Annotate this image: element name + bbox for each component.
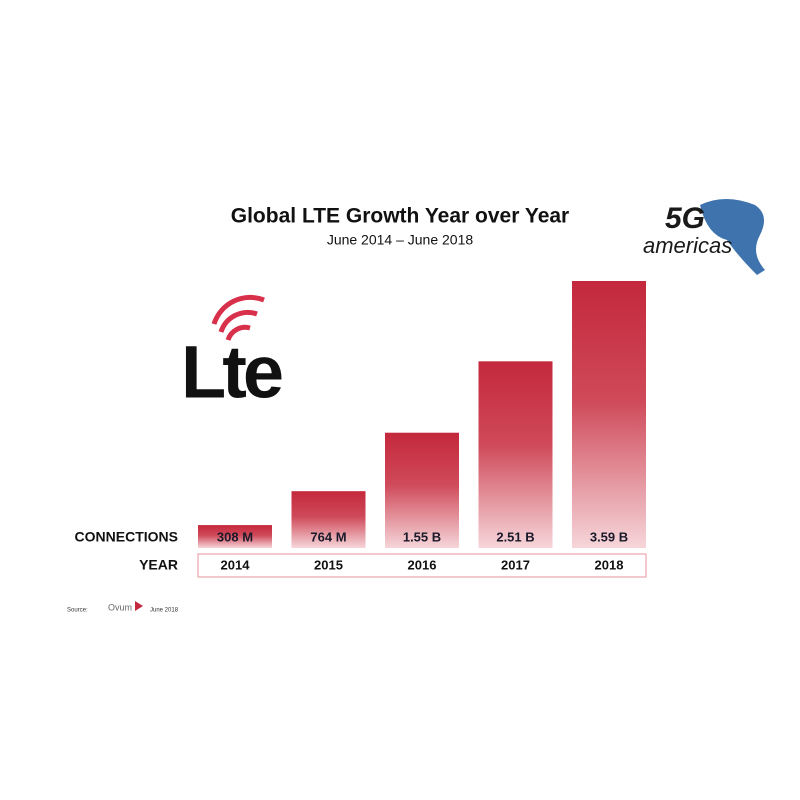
source-label: Source: — [67, 608, 88, 614]
value-label: 764 M — [310, 529, 346, 544]
lte-logo-text: Lte — [181, 331, 282, 414]
x-tick-label: 2017 — [501, 557, 530, 572]
chart-subtitle: June 2014 – June 2018 — [327, 232, 474, 248]
americas-text: americas — [643, 233, 732, 258]
value-label: 1.55 B — [403, 529, 441, 544]
year-row-box — [197, 553, 647, 578]
americas-logo: 5G americas — [643, 199, 765, 275]
bar — [478, 361, 553, 548]
x-tick-label: 2016 — [408, 557, 437, 572]
bar — [291, 491, 366, 548]
value-label: 2.51 B — [496, 529, 534, 544]
bar — [572, 281, 646, 548]
value-label: 3.59 B — [590, 529, 628, 544]
bar — [198, 525, 272, 548]
source-icon — [135, 601, 143, 611]
fiveg-text: 5G — [665, 202, 705, 235]
row-label: CONNECTIONS — [75, 529, 178, 545]
chart-title: Global LTE Growth Year over Year — [231, 205, 569, 228]
lte-logo: Lte — [181, 294, 286, 414]
source-date: June 2018 — [150, 608, 179, 614]
source-name: Ovum — [108, 602, 132, 612]
x-tick-label: 2014 — [221, 557, 251, 572]
row-label: YEAR — [139, 557, 178, 573]
x-tick-label: 2018 — [595, 557, 624, 572]
bar — [385, 432, 459, 548]
value-label: 308 M — [217, 529, 253, 544]
x-tick-label: 2015 — [314, 557, 343, 572]
